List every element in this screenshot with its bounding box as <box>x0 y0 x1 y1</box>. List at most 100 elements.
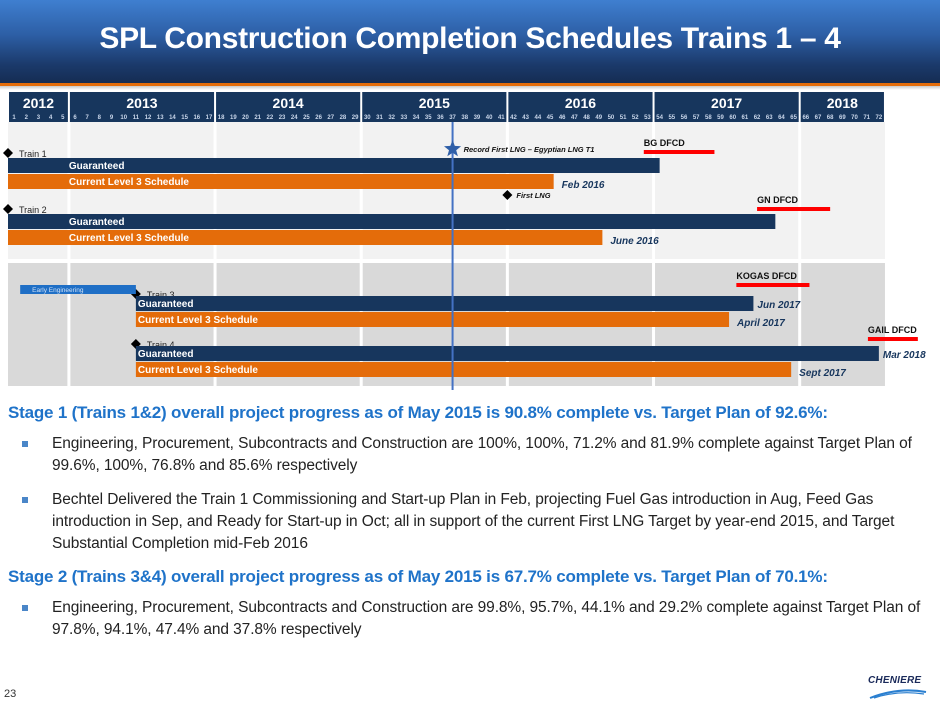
month-tick-label: 64 <box>778 115 785 121</box>
month-tick-label: 40 <box>486 115 493 121</box>
year-header-cell <box>654 92 799 122</box>
early-engineering-label: Early Engineering <box>32 287 84 294</box>
month-tick-label: 18 <box>218 115 225 121</box>
guaranteed-bar <box>135 346 879 361</box>
bullet-text: Engineering, Procurement, Subcontracts a… <box>52 599 921 638</box>
month-tick-label: 23 <box>279 115 286 121</box>
month-tick-label: 67 <box>815 115 822 121</box>
guaranteed-bar <box>8 214 776 229</box>
month-tick-label: 13 <box>157 115 164 121</box>
month-tick-label: 54 <box>656 115 663 121</box>
current-end-label: June 2016 <box>610 236 659 247</box>
month-tick-label: 36 <box>437 115 444 121</box>
month-tick-label: 22 <box>267 115 274 121</box>
month-tick-label: 58 <box>705 115 712 121</box>
guaranteed-end-label: Jun 2017 <box>757 300 800 311</box>
month-tick-label: 5 <box>61 115 65 121</box>
month-tick-label: 8 <box>98 115 102 121</box>
current-end-label: April 2017 <box>736 318 785 329</box>
year-header-cell <box>216 92 361 122</box>
stage2-bullet: Engineering, Procurement, Subcontracts a… <box>8 597 933 641</box>
dfcd-bar <box>757 207 831 211</box>
month-tick-label: 53 <box>644 115 651 121</box>
dfcd-bar <box>643 150 715 154</box>
month-tick-label: 39 <box>474 115 481 121</box>
dfcd-label: GAIL DFCD <box>868 325 917 335</box>
month-tick-label: 28 <box>340 115 347 121</box>
month-tick-label: 41 <box>498 115 505 121</box>
month-tick-label: 19 <box>230 115 237 121</box>
month-tick-label: 45 <box>547 115 554 121</box>
year-label: 2017 <box>711 95 742 111</box>
bullet-text: Engineering, Procurement, Subcontracts a… <box>52 435 912 474</box>
month-tick-label: 71 <box>863 115 870 121</box>
month-tick-label: 26 <box>315 115 322 121</box>
current-schedule-bar-label: Current Level 3 Schedule <box>69 177 189 188</box>
month-tick-label: 16 <box>193 115 200 121</box>
month-tick-label: 31 <box>376 115 383 121</box>
bullet-square-icon <box>22 441 28 447</box>
month-tick-label: 3 <box>37 115 41 121</box>
year-label: 2015 <box>419 95 450 111</box>
month-tick-label: 15 <box>181 115 188 121</box>
month-tick-label: 10 <box>120 115 127 121</box>
month-tick-label: 61 <box>742 115 749 121</box>
page-number: 23 <box>4 688 17 700</box>
early-engineering-bar <box>20 285 136 294</box>
month-tick-label: 17 <box>206 115 213 121</box>
month-tick-label: 43 <box>522 115 529 121</box>
start-milestone-diamond-icon <box>3 148 13 158</box>
title-accent-line <box>0 83 940 86</box>
dfcd-bar <box>736 283 810 287</box>
guaranteed-bar <box>8 158 660 173</box>
year-header-cell <box>800 92 884 122</box>
month-tick-label: 50 <box>608 115 615 121</box>
current-marker-label: Record First LNG – Egyptian LNG T1 <box>464 145 595 154</box>
current-schedule-bar <box>135 362 792 377</box>
month-tick-label: 46 <box>559 115 566 121</box>
month-tick-label: 4 <box>49 115 53 121</box>
guaranteed-bar <box>135 296 754 311</box>
bullet-text: Bechtel Delivered the Train 1 Commission… <box>52 491 895 552</box>
month-tick-label: 55 <box>668 115 675 121</box>
dfcd-label: BG DFCD <box>644 138 685 148</box>
guaranteed-bar-label: Guaranteed <box>69 217 125 228</box>
month-tick-label: 25 <box>303 115 310 121</box>
current-end-label: Feb 2016 <box>562 180 605 191</box>
logo-swoosh-icon <box>869 689 927 699</box>
year-header-cell <box>9 92 68 122</box>
month-tick-label: 66 <box>802 115 809 121</box>
month-tick-label: 72 <box>876 115 883 121</box>
month-tick-label: 56 <box>681 115 688 121</box>
month-tick-label: 49 <box>595 115 602 121</box>
month-tick-label: 2 <box>25 115 29 121</box>
month-tick-label: 47 <box>571 115 578 121</box>
title-shadow <box>0 86 940 90</box>
month-tick-label: 59 <box>717 115 724 121</box>
current-end-label: Sept 2017 <box>799 368 846 379</box>
month-tick-label: 24 <box>291 115 298 121</box>
train-label: Train 1 <box>19 149 47 159</box>
month-tick-label: 9 <box>110 115 114 121</box>
month-tick-label: 62 <box>754 115 761 121</box>
stage1-bullet: Bechtel Delivered the Train 1 Commission… <box>8 489 933 555</box>
current-schedule-bar-label: Current Level 3 Schedule <box>138 315 258 326</box>
month-tick-label: 44 <box>534 115 541 121</box>
month-tick-label: 6 <box>73 115 77 121</box>
page-title: SPL Construction Completion Schedules Tr… <box>99 22 841 55</box>
train-label: Train 3 <box>147 290 175 300</box>
month-tick-label: 37 <box>449 115 456 121</box>
month-tick-label: 68 <box>827 115 834 121</box>
guaranteed-bar-label: Guaranteed <box>69 161 125 172</box>
year-label: 2013 <box>126 95 157 111</box>
current-schedule-bar <box>8 230 603 245</box>
month-tick-label: 42 <box>510 115 517 121</box>
year-label: 2012 <box>23 95 54 111</box>
month-tick-label: 14 <box>169 115 176 121</box>
month-tick-label: 12 <box>145 115 152 121</box>
month-tick-label: 27 <box>327 115 334 121</box>
cheniere-logo: CHENIERE <box>868 675 932 701</box>
month-tick-label: 38 <box>461 115 468 121</box>
year-header-cell <box>362 92 507 122</box>
year-header-cell <box>508 92 653 122</box>
